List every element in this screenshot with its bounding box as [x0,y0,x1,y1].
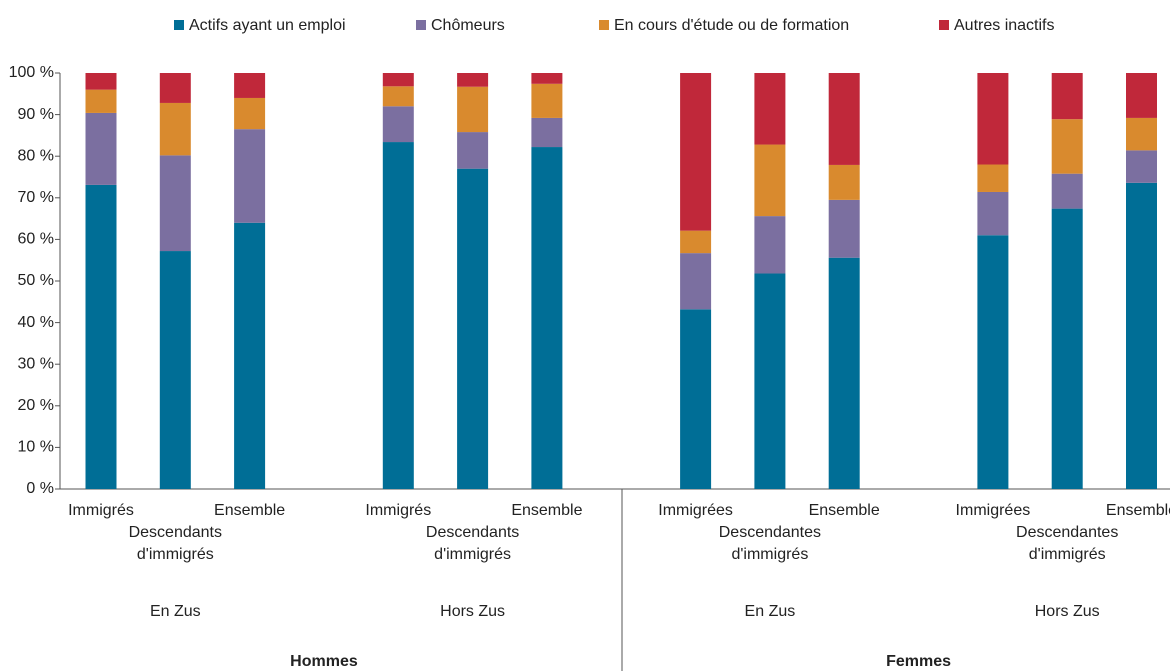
y-tick-label: 10 % [18,439,54,456]
bar-segment [1051,173,1083,209]
bar-segment [828,257,860,489]
y-tick-label: 40 % [18,314,54,331]
bar-segment [680,253,712,310]
bar-segment [1126,182,1157,489]
bar-segment [159,102,191,156]
bar-segment [382,86,414,107]
group-label: En Zus [745,603,796,620]
bar-segment [680,73,712,231]
x-tick-label: Ensemble [808,502,880,519]
x-tick-label: Immigrés [365,502,432,519]
x-tick-label: Descendants d'immigrés [128,524,222,563]
bar-segment [85,73,117,90]
x-tick-label: Immigrées [658,502,733,519]
panel-label: Hommes [290,653,358,670]
bar-segment [754,216,786,274]
bar-segment [382,73,414,87]
x-tick-label: Descendantes d'immigrés [718,524,822,563]
y-tick-label: 60 % [18,231,54,248]
x-tick-label: Immigrées [955,502,1031,519]
bar-segment [457,168,489,489]
bar-segment [85,112,117,185]
bar-segment [828,73,860,165]
bar-segment [1051,208,1083,489]
bar-segment [85,184,117,490]
bar-segment [531,117,563,148]
bar-segment [382,106,414,143]
bar-segment [531,83,563,118]
bar-segment [1126,117,1157,151]
bar-segment [1051,119,1083,174]
bar-segment [159,73,191,103]
bar-segment [531,73,563,84]
panel-label: Femmes [886,653,951,670]
bar-segment [1126,73,1157,118]
bar-segment [234,97,266,130]
bar-segment [828,199,860,258]
y-tick-label: 20 % [18,397,54,414]
bar-segment [977,73,1009,165]
legend-swatch [599,20,609,30]
bar-segment [85,89,117,113]
group-label: Hors Zus [440,603,505,620]
y-tick-label: 50 % [18,272,54,289]
bar-segment [1051,73,1083,120]
legend-swatch [174,20,184,30]
legend-swatch [939,20,949,30]
bar-segment [234,73,266,98]
y-tick-label: 0 % [26,480,54,497]
bar-segment [977,235,1009,489]
legend-label: Actifs ayant un emploi [189,17,346,34]
y-tick-label: 70 % [18,189,54,206]
y-tick-label: 100 % [9,64,54,81]
bar-segment [531,147,563,489]
x-tick-label: Descendants d'immigrés [425,524,520,563]
y-tick-label: 90 % [18,106,54,123]
x-tick-label: Ensemble [214,502,286,519]
bar-segment [382,142,414,489]
bar-segment [977,164,1009,192]
x-tick-label: Ensemble [511,502,583,519]
bar-segment [457,132,489,169]
x-tick-label: Immigrés [68,502,134,519]
bar-segment [754,273,786,489]
y-tick-label: 80 % [18,147,54,164]
bar-segment [234,222,266,489]
bar-segment [457,73,489,87]
group-label: Hors Zus [1035,603,1100,620]
x-tick-label: Ensemble [1105,502,1170,519]
bar-segment [680,230,712,254]
legend-label: Chômeurs [431,17,505,34]
bar-segment [754,73,786,145]
bar-segment [457,86,489,133]
bar-segment [159,251,191,489]
bar-segment [754,144,786,217]
bar-segment [680,309,712,489]
group-label: En Zus [150,603,201,620]
y-tick-label: 30 % [18,355,54,372]
bar-segment [159,155,191,252]
legend-label: Autres inactifs [954,17,1054,34]
legend-swatch [416,20,426,30]
bar-segment [828,164,860,200]
bar-segment [1126,150,1157,183]
x-tick-label: Descendantes d'immigrés [1016,524,1119,563]
bar-segment [234,129,266,223]
bar-segment [977,191,1009,236]
legend-label: En cours d'étude ou de formation [614,17,849,34]
